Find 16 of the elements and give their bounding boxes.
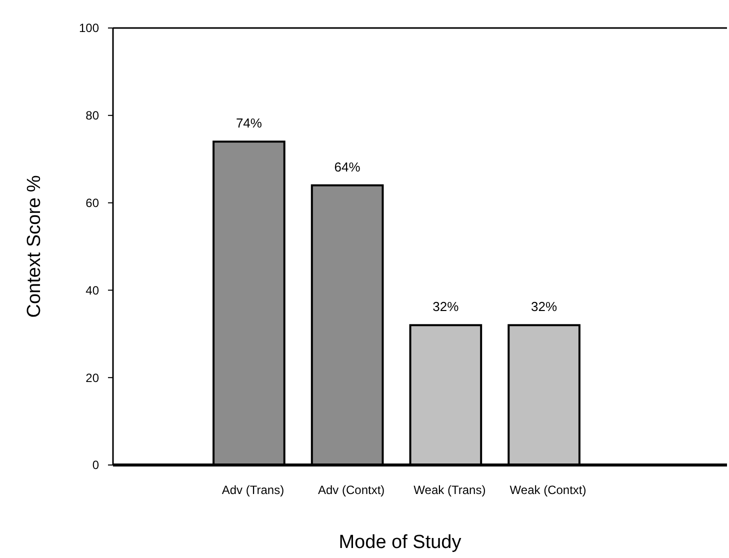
y-tick-label: 80	[86, 108, 100, 123]
x-tick-label: Adv (Contxt)	[318, 483, 385, 497]
y-axis-title: Context Score %	[24, 175, 45, 318]
y-tick-label: 40	[86, 283, 100, 298]
data-label: 64%	[334, 159, 361, 174]
data-label: 74%	[236, 116, 262, 131]
data-label: 32%	[531, 299, 558, 314]
y-tick-label: 60	[86, 196, 100, 210]
data-label: 32%	[432, 299, 460, 314]
x-tick-label: Adv (Trans)	[222, 483, 284, 497]
x-tick-label: Weak (Trans)	[414, 483, 486, 497]
y-tick-label: 20	[86, 370, 100, 385]
y-tick-label: 100	[78, 21, 100, 36]
x-tick-label: Weak (Contxt)	[510, 483, 586, 497]
y-tick-label: 0	[92, 458, 100, 472]
x-axis-title: Mode of Study	[338, 532, 462, 553]
